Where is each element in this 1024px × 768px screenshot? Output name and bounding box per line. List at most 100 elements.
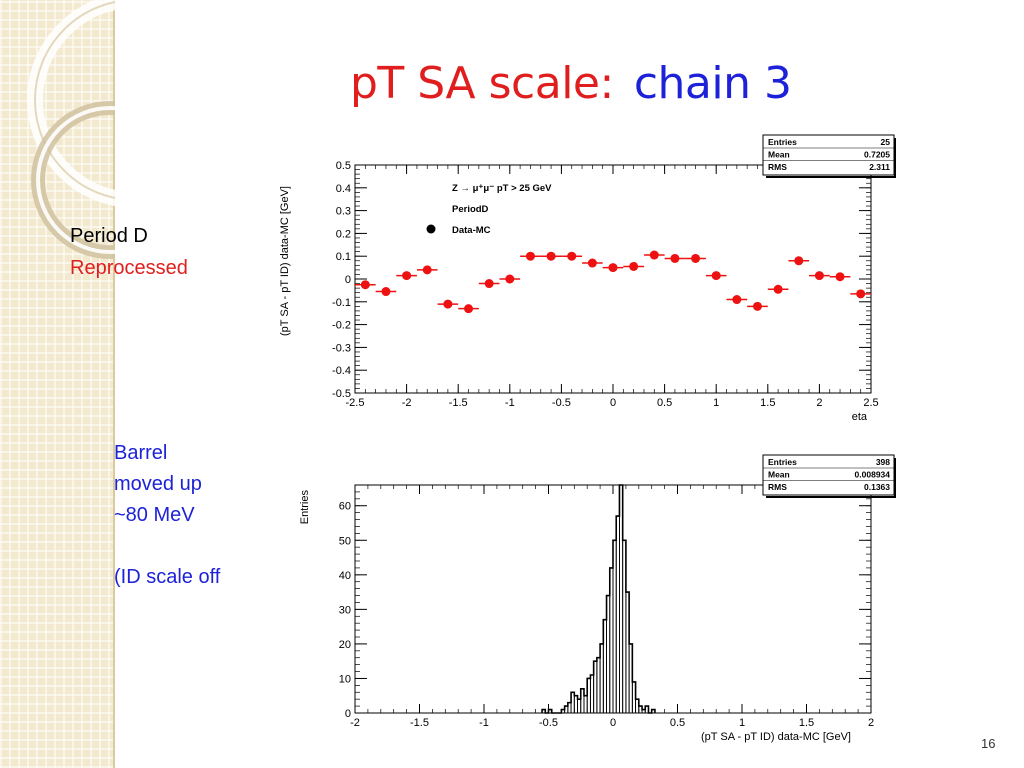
y-tick-label: 0.1 <box>336 251 351 263</box>
slide-title: pT SA scale: chain 3 <box>350 58 792 109</box>
data-point <box>649 250 659 260</box>
data-point <box>752 301 762 311</box>
note-line: (ID scale off <box>114 566 221 588</box>
content-background <box>115 0 1024 768</box>
x-tick-label: 0 <box>610 717 616 729</box>
note-block: Barrel moved up ~80 MeV (ID scale off <box>114 438 246 593</box>
data-point <box>856 289 866 299</box>
stats-box <box>762 134 895 176</box>
x-tick-label: -2 <box>402 397 412 409</box>
data-point <box>484 279 494 289</box>
stats-label: Entries <box>768 137 797 147</box>
histogram-outline <box>541 484 656 714</box>
x-axis-label: (pT SA - pT ID) data-MC [GeV] <box>701 731 851 743</box>
page-number: 16 <box>981 736 996 751</box>
x-tick-label: 2 <box>816 397 822 409</box>
stats-label: RMS <box>768 482 787 492</box>
x-tick-label: 1.5 <box>760 397 775 409</box>
x-tick-label: 2 <box>868 717 874 729</box>
data-point <box>794 256 804 266</box>
x-tick-label: -2.5 <box>346 397 365 409</box>
data-point <box>691 253 701 263</box>
period-label: Period D <box>70 225 148 247</box>
histogram-bin <box>583 695 588 714</box>
data-point <box>505 274 515 284</box>
x-tick-label: -2 <box>350 717 360 729</box>
x-tick-label: 0.5 <box>657 397 672 409</box>
stats-label: Mean <box>768 470 790 480</box>
legend-title: Z → μ⁺μ⁻ pT > 25 GeV <box>452 183 552 194</box>
x-tick-label: -0.5 <box>539 717 558 729</box>
x-tick-label: -1 <box>505 397 515 409</box>
stats-value: 2.311 <box>869 162 890 172</box>
y-tick-label: 0.3 <box>336 206 351 218</box>
histogram-bin <box>577 698 582 714</box>
data-point <box>732 295 742 305</box>
stats-label: Entries <box>768 457 797 467</box>
stats-box <box>762 454 895 496</box>
data-point <box>629 261 639 271</box>
x-axis-label: eta <box>852 411 868 423</box>
x-tick-label: -1 <box>479 717 489 729</box>
note-line: moved up <box>114 473 202 495</box>
y-tick-label: 40 <box>339 570 351 582</box>
slide-title-red-part: pT SA scale: <box>350 58 614 109</box>
x-tick-label: -0.5 <box>552 397 571 409</box>
y-axis-label: (pT SA - pT ID) data-MC [GeV] <box>279 186 291 336</box>
data-point <box>835 272 845 282</box>
data-point <box>443 299 453 309</box>
data-point <box>422 265 432 275</box>
stats-value: 0.7205 <box>864 150 890 160</box>
stats-value: 0.1363 <box>864 482 890 492</box>
x-tick-label: -1.5 <box>449 397 468 409</box>
y-tick-label: -0.5 <box>332 388 351 400</box>
data-point <box>360 280 370 290</box>
x-tick-label: 2.5 <box>863 397 878 409</box>
reprocessed-label: Reprocessed <box>70 257 188 279</box>
stats-label: Mean <box>768 150 790 160</box>
y-tick-label: 0.4 <box>336 183 351 195</box>
y-tick-label: 20 <box>339 639 351 651</box>
data-point <box>525 251 535 261</box>
y-tick-label: -0.2 <box>332 320 351 332</box>
data-point <box>814 271 824 281</box>
histogram-bins <box>541 484 656 714</box>
x-tick-label: -1.5 <box>410 717 429 729</box>
y-tick-label: -0.3 <box>332 342 351 354</box>
legend-subtitle: PeriodD <box>452 204 489 215</box>
data-point <box>464 304 474 314</box>
note-line: ~80 MeV <box>114 504 195 526</box>
histogram-bin <box>596 657 601 714</box>
data-point <box>773 284 783 294</box>
y-axis-label: Entries <box>299 490 311 525</box>
stats-label: RMS <box>768 162 787 172</box>
y-tick-label: 0.2 <box>336 228 351 240</box>
y-tick-label: 10 <box>339 673 351 685</box>
sidebar-divider <box>113 0 115 768</box>
data-point <box>381 287 391 297</box>
histogram-bin <box>589 674 595 714</box>
y-tick-label: 0 <box>345 274 351 286</box>
x-tick-label: 1 <box>739 717 745 729</box>
y-tick-label: 0.5 <box>336 160 351 172</box>
y-tick-label: 30 <box>339 604 351 616</box>
slide-title-blue-part: chain 3 <box>633 58 792 109</box>
note-line: Barrel <box>114 442 168 464</box>
histogram-bin <box>615 515 620 714</box>
data-point <box>546 251 556 261</box>
x-tick-label: 1 <box>713 397 719 409</box>
stats-value: 25 <box>881 137 891 147</box>
y-tick-label: 50 <box>339 535 351 547</box>
y-tick-label: -0.1 <box>332 297 351 309</box>
data-point <box>567 251 577 261</box>
data-point <box>670 253 680 263</box>
y-tick-label: 60 <box>339 501 351 513</box>
x-tick-label: 1.5 <box>799 717 814 729</box>
y-tick-label: 0 <box>345 708 351 720</box>
data-point <box>608 263 618 273</box>
data-point <box>711 271 721 281</box>
data-point <box>402 271 412 281</box>
data-point <box>587 258 597 268</box>
